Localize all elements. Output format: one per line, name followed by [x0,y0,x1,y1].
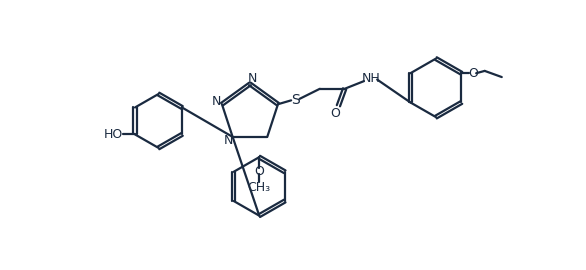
Text: N: N [212,95,221,108]
Text: S: S [291,93,300,107]
Text: O: O [254,165,264,178]
Text: CH₃: CH₃ [248,181,271,194]
Text: NH: NH [362,72,380,85]
Text: O: O [331,107,340,120]
Text: O: O [468,67,478,80]
Text: N: N [224,134,233,147]
Text: HO: HO [104,128,123,141]
Text: N: N [248,72,257,85]
